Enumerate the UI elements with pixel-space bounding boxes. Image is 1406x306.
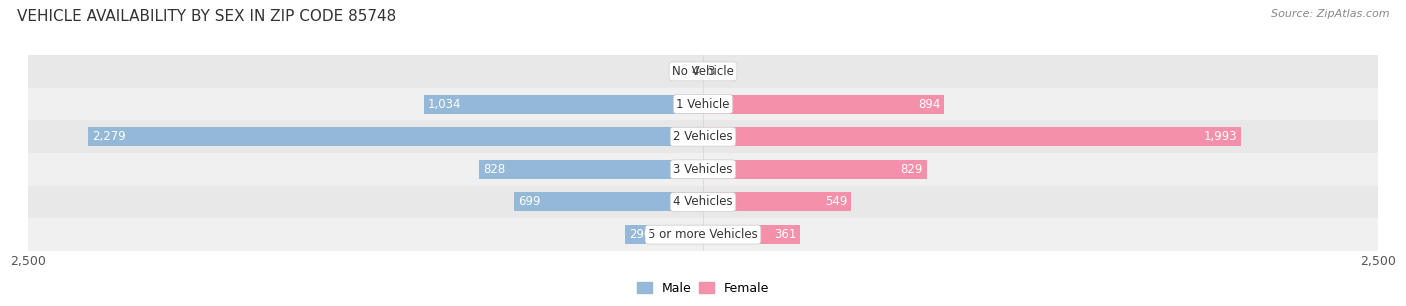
Bar <box>423 95 703 114</box>
Bar <box>28 218 1378 251</box>
Text: 829: 829 <box>900 163 922 176</box>
Bar <box>479 160 703 179</box>
Text: 549: 549 <box>825 196 848 208</box>
Bar <box>28 153 1378 186</box>
Bar <box>28 120 1378 153</box>
Text: 1,034: 1,034 <box>427 98 461 110</box>
Text: VEHICLE AVAILABILITY BY SEX IN ZIP CODE 85748: VEHICLE AVAILABILITY BY SEX IN ZIP CODE … <box>17 9 396 24</box>
Text: 2 Vehicles: 2 Vehicles <box>673 130 733 143</box>
Text: 4: 4 <box>692 65 699 78</box>
Text: No Vehicle: No Vehicle <box>672 65 734 78</box>
Bar <box>515 192 703 211</box>
Bar <box>703 225 800 244</box>
Text: 894: 894 <box>918 98 941 110</box>
Text: 3 Vehicles: 3 Vehicles <box>673 163 733 176</box>
Bar <box>87 127 703 146</box>
Text: 361: 361 <box>775 228 796 241</box>
Text: 1 Vehicle: 1 Vehicle <box>676 98 730 110</box>
Text: 290: 290 <box>628 228 651 241</box>
Text: Source: ZipAtlas.com: Source: ZipAtlas.com <box>1271 9 1389 19</box>
Text: 828: 828 <box>484 163 506 176</box>
Text: 3: 3 <box>707 65 714 78</box>
Bar <box>703 192 851 211</box>
Bar <box>703 160 927 179</box>
Bar <box>28 55 1378 88</box>
Text: 2,279: 2,279 <box>91 130 125 143</box>
Bar <box>703 95 945 114</box>
Bar <box>28 88 1378 120</box>
Bar <box>703 127 1241 146</box>
Bar <box>624 225 703 244</box>
Text: 5 or more Vehicles: 5 or more Vehicles <box>648 228 758 241</box>
Text: 4 Vehicles: 4 Vehicles <box>673 196 733 208</box>
Text: 699: 699 <box>519 196 541 208</box>
Text: 1,993: 1,993 <box>1204 130 1237 143</box>
Legend: Male, Female: Male, Female <box>631 277 775 300</box>
Bar <box>28 186 1378 218</box>
